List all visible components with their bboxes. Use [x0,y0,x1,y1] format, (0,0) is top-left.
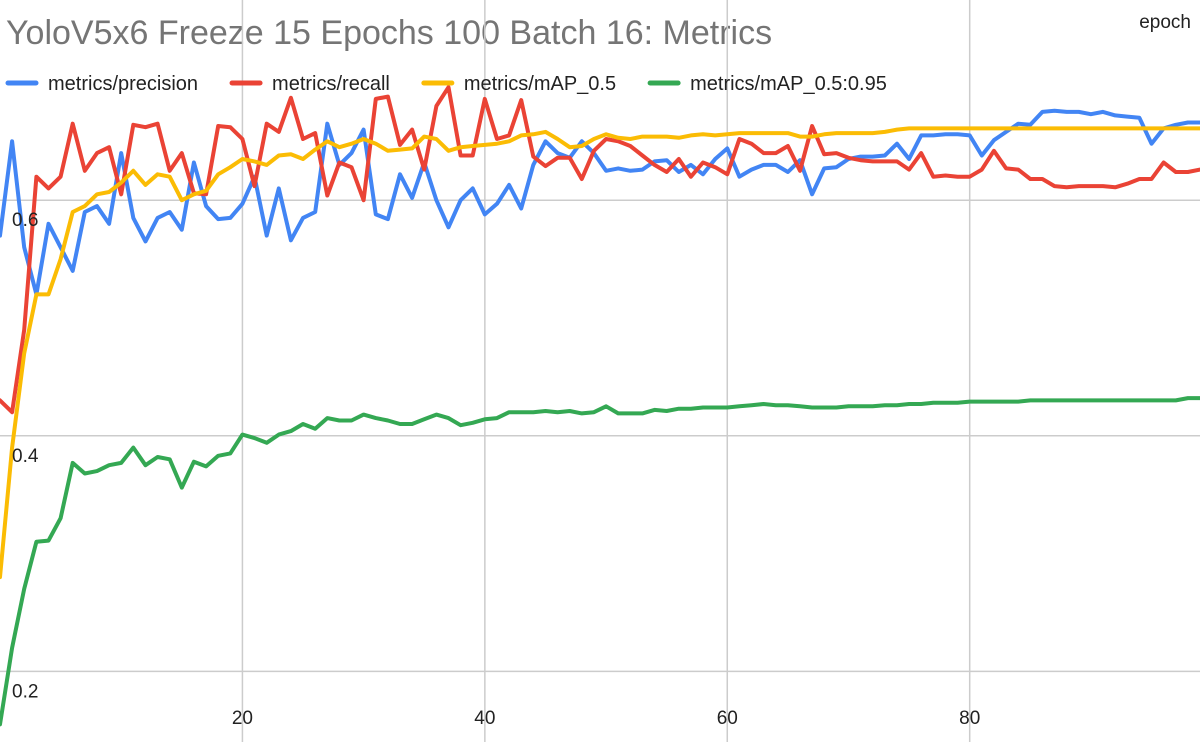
y-tick-label: 0.2 [12,681,38,702]
x-tick-label: 20 [232,708,253,729]
legend-label-3: metrics/mAP_0.5:0.95 [690,73,887,95]
chart-title: YoloV5x6 Freeze 15 Epochs 100 Batch 16: … [6,14,772,52]
x-axis-title: epoch [1139,12,1191,33]
x-tick-label: 80 [959,708,980,729]
legend-label-0: metrics/precision [48,73,198,95]
y-tick-label: 0.6 [12,210,38,231]
y-tick-label: 0.4 [12,446,39,467]
series-line-3 [0,396,1200,727]
tick-labels: 20 40 60 80 0.2 0.4 0.6 [12,210,980,729]
series-line-0 [0,108,1200,297]
legend: metrics/precision metrics/recall metrics/m… [5,73,887,95]
series-lines [0,85,1200,727]
legend-label-1: metrics/recall [272,73,390,95]
x-tick-label: 40 [474,708,495,729]
x-tick-label: 60 [717,708,738,729]
series-line-2 [0,126,1200,580]
legend-label-2: metrics/mAP_0.5 [464,73,616,95]
